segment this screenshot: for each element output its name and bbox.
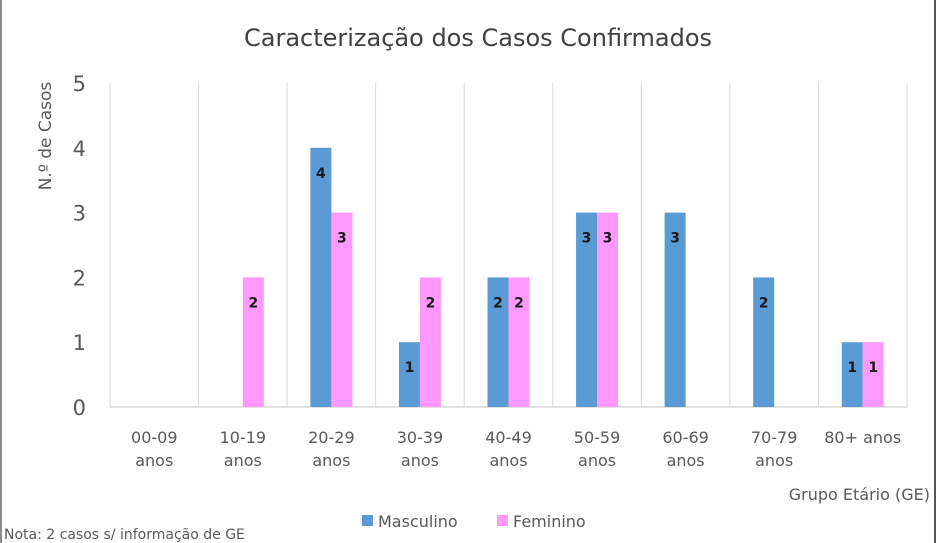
x-tick-label: 80+ anos [824,428,901,447]
legend-swatch-feminino [497,515,508,526]
data-label: 3 [582,231,592,247]
x-tick-label: 70-79 [751,428,798,447]
x-tick-label: 50-59 [574,428,621,447]
bar-feminino [597,212,619,407]
bar-masculino [664,212,686,407]
x-tick-label: 00-09 [131,428,178,447]
data-label: 1 [847,360,857,376]
x-tick-label: anos [224,451,262,470]
bar-feminino [419,277,441,407]
data-label: 3 [603,231,613,247]
bar-masculino [310,147,332,408]
x-tick-label: 10-19 [220,428,267,447]
y-axis-label: N.º de Casos [36,82,56,191]
x-tick-label: 40-49 [485,428,532,447]
bar-masculino [487,277,509,407]
x-tick-label: anos [312,451,350,470]
data-label: 1 [405,360,415,376]
bar-feminino [242,277,264,407]
data-label: 2 [426,295,436,311]
y-tick-label: 4 [73,137,86,161]
x-tick-label: anos [667,451,705,470]
bar-masculino [841,342,863,407]
y-tick-label: 1 [73,331,86,355]
bar-masculino [398,342,420,407]
note-text: Nota: 2 casos s/ informação de GE [4,527,245,543]
legend-swatch-masculino [362,515,373,526]
x-tick-label: anos [578,451,616,470]
data-label: 4 [316,166,326,182]
data-label: 3 [670,231,680,247]
bar-feminino [331,212,353,407]
y-tick-label: 0 [73,396,86,420]
data-label: 3 [337,231,347,247]
x-tick-label: 20-29 [308,428,355,447]
x-tick-label: anos [755,451,793,470]
x-tick-label: anos [489,451,527,470]
legend-label-masculino: Masculino [378,512,458,531]
data-label: 1 [868,360,878,376]
data-label: 2 [493,295,503,311]
y-tick-label: 3 [73,202,86,226]
legend-label-feminino: Feminino [513,512,586,531]
data-label: 2 [248,295,258,311]
chart-title: Caracterização dos Casos Confirmados [244,24,712,52]
data-label: 2 [759,295,769,311]
x-tick-label: anos [135,451,173,470]
x-tick-label: 30-39 [397,428,444,447]
bar-masculino [753,277,775,407]
bar-feminino [508,277,530,407]
bar-feminino [862,342,884,407]
x-tick-label: anos [401,451,439,470]
data-label: 2 [514,295,524,311]
x-tick-label: 60-69 [662,428,709,447]
y-tick-label: 5 [73,72,86,96]
x-axis-label: Grupo Etário (GE) [789,485,930,504]
bar-masculino [576,212,598,407]
y-tick-label: 2 [73,266,86,290]
